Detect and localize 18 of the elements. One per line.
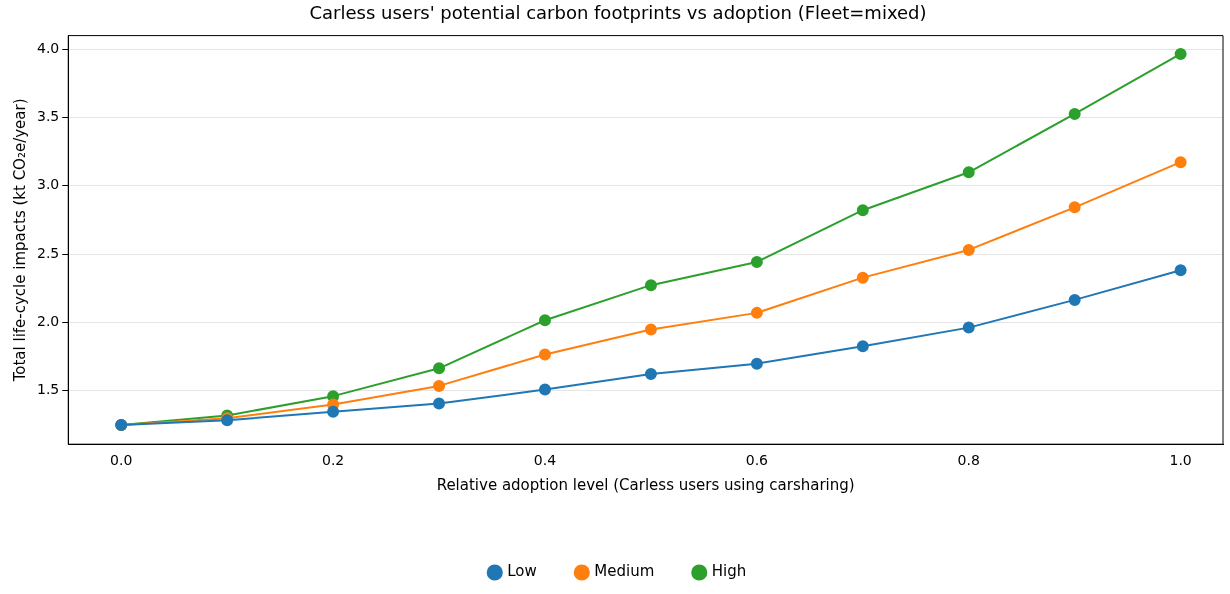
legend-label: Medium — [594, 562, 655, 581]
legend-label: Low — [507, 562, 537, 581]
x-tick-label: 0.0 — [110, 452, 133, 469]
x-tick-label: 0.4 — [533, 452, 557, 469]
legend-label: High — [711, 562, 747, 581]
x-tick-label: 0.8 — [957, 452, 980, 469]
chart-title: Carless users' potential carbon footprints vs adoption (Fleet=mixed) — [309, 2, 927, 24]
x-tick-label: 0.6 — [745, 452, 769, 469]
y-tick-label: 1.5 — [37, 381, 60, 398]
y-tick-label: 2.0 — [37, 312, 60, 329]
y-axis-title: Total life-cycle impacts (kt CO₂e/year) — [10, 98, 29, 383]
y-tick-label: 4.0 — [37, 39, 60, 56]
x-tick-label: 0.2 — [321, 452, 345, 469]
y-tick-label: 3.5 — [37, 108, 60, 125]
x-tick-label: 1.0 — [1169, 452, 1192, 469]
y-tick-label: 2.5 — [37, 244, 60, 261]
x-axis-title: Relative adoption level (Carless users using carsharing) — [436, 475, 855, 494]
y-tick-label: 3.0 — [37, 176, 60, 193]
